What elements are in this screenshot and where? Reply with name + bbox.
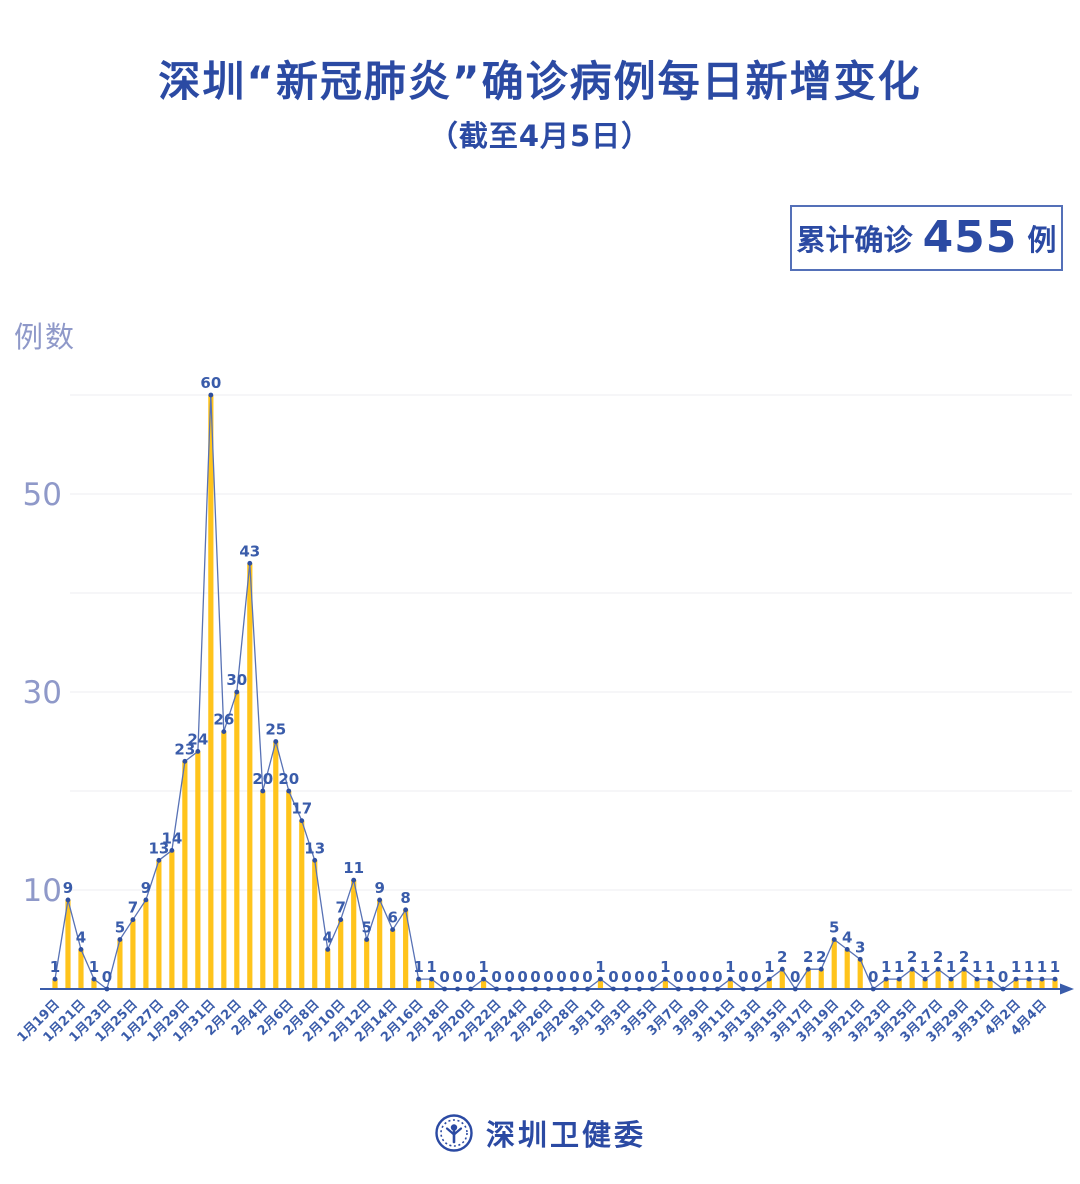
svg-text:3: 3 xyxy=(855,938,865,956)
svg-text:13: 13 xyxy=(304,839,325,857)
svg-text:1: 1 xyxy=(595,958,605,976)
svg-text:2: 2 xyxy=(777,948,787,966)
svg-text:10: 10 xyxy=(23,873,62,909)
svg-text:25: 25 xyxy=(265,721,286,739)
svg-text:2: 2 xyxy=(803,948,813,966)
svg-text:2: 2 xyxy=(907,948,917,966)
svg-text:30: 30 xyxy=(226,671,247,689)
svg-text:5: 5 xyxy=(115,919,125,937)
svg-text:0: 0 xyxy=(491,968,501,986)
svg-text:0: 0 xyxy=(504,968,514,986)
cumulative-total-badge: 累计确诊 455 例 xyxy=(790,205,1063,271)
svg-text:0: 0 xyxy=(647,968,657,986)
svg-text:1: 1 xyxy=(972,958,982,976)
svg-text:0: 0 xyxy=(465,968,475,986)
svg-text:60: 60 xyxy=(200,374,221,392)
svg-text:0: 0 xyxy=(998,968,1008,986)
footer: 深圳卫健委 xyxy=(0,1112,1080,1154)
svg-text:0: 0 xyxy=(868,968,878,986)
svg-text:1: 1 xyxy=(50,958,60,976)
svg-text:26: 26 xyxy=(213,711,234,729)
svg-text:14: 14 xyxy=(161,829,182,847)
svg-text:2: 2 xyxy=(933,948,943,966)
svg-text:4: 4 xyxy=(323,928,333,946)
footer-org-name: 深圳卫健委 xyxy=(485,1118,646,1152)
svg-text:0: 0 xyxy=(621,968,631,986)
svg-text:2: 2 xyxy=(816,948,826,966)
svg-text:0: 0 xyxy=(790,968,800,986)
svg-text:1: 1 xyxy=(894,958,904,976)
svg-text:8: 8 xyxy=(400,889,410,907)
badge-value: 455 xyxy=(922,212,1018,263)
svg-text:43: 43 xyxy=(239,542,260,560)
svg-text:23: 23 xyxy=(174,740,195,758)
svg-text:0: 0 xyxy=(686,968,696,986)
badge-unit: 例 xyxy=(1027,223,1057,257)
page-subtitle: （截至4月5日） xyxy=(428,119,652,153)
svg-text:1: 1 xyxy=(426,958,436,976)
svg-text:20: 20 xyxy=(278,770,299,788)
svg-text:0: 0 xyxy=(569,968,579,986)
svg-text:0: 0 xyxy=(673,968,683,986)
svg-text:0: 0 xyxy=(738,968,748,986)
svg-text:0: 0 xyxy=(699,968,709,986)
svg-text:17: 17 xyxy=(291,800,312,818)
svg-text:2: 2 xyxy=(959,948,969,966)
svg-text:1: 1 xyxy=(1050,958,1060,976)
svg-text:13: 13 xyxy=(148,839,169,857)
svg-text:0: 0 xyxy=(543,968,553,986)
svg-text:0: 0 xyxy=(530,968,540,986)
svg-text:1: 1 xyxy=(478,958,488,976)
svg-text:1: 1 xyxy=(1011,958,1021,976)
svg-text:0: 0 xyxy=(556,968,566,986)
svg-text:20: 20 xyxy=(252,770,273,788)
svg-text:1: 1 xyxy=(920,958,930,976)
svg-text:0: 0 xyxy=(517,968,527,986)
svg-text:9: 9 xyxy=(374,879,384,897)
svg-text:1: 1 xyxy=(1024,958,1034,976)
svg-text:0: 0 xyxy=(634,968,644,986)
svg-text:0: 0 xyxy=(712,968,722,986)
svg-text:1: 1 xyxy=(881,958,891,976)
svg-text:1: 1 xyxy=(725,958,735,976)
svg-text:1: 1 xyxy=(764,958,774,976)
svg-text:5: 5 xyxy=(361,919,371,937)
svg-text:0: 0 xyxy=(452,968,462,986)
svg-text:0: 0 xyxy=(751,968,761,986)
svg-text:0: 0 xyxy=(608,968,618,986)
svg-text:1: 1 xyxy=(985,958,995,976)
svg-text:1: 1 xyxy=(413,958,423,976)
svg-text:11: 11 xyxy=(343,859,364,877)
svg-text:1: 1 xyxy=(1037,958,1047,976)
svg-text:0: 0 xyxy=(439,968,449,986)
svg-text:4: 4 xyxy=(842,928,852,946)
daily-new-cases-chart: 1030501941057913142324602630432025201713… xyxy=(15,374,1074,1045)
page-title: 深圳“新冠肺炎”确诊病例每日新增变化 xyxy=(158,57,922,106)
svg-text:9: 9 xyxy=(63,879,73,897)
svg-text:0: 0 xyxy=(582,968,592,986)
svg-text:0: 0 xyxy=(102,968,112,986)
svg-text:50: 50 xyxy=(23,477,62,513)
svg-text:1: 1 xyxy=(89,958,99,976)
svg-text:6: 6 xyxy=(387,909,397,927)
y-axis-title: 例数 xyxy=(14,320,77,354)
svg-text:9: 9 xyxy=(141,879,151,897)
badge-label: 累计确诊 xyxy=(796,223,913,257)
svg-text:7: 7 xyxy=(335,899,345,917)
svg-text:1: 1 xyxy=(946,958,956,976)
svg-text:5: 5 xyxy=(829,919,839,937)
svg-text:30: 30 xyxy=(23,675,62,711)
svg-text:7: 7 xyxy=(128,899,138,917)
health-commission-logo-icon xyxy=(435,1114,473,1152)
svg-text:4: 4 xyxy=(76,928,86,946)
svg-text:1: 1 xyxy=(660,958,670,976)
svg-text:24: 24 xyxy=(187,730,208,748)
